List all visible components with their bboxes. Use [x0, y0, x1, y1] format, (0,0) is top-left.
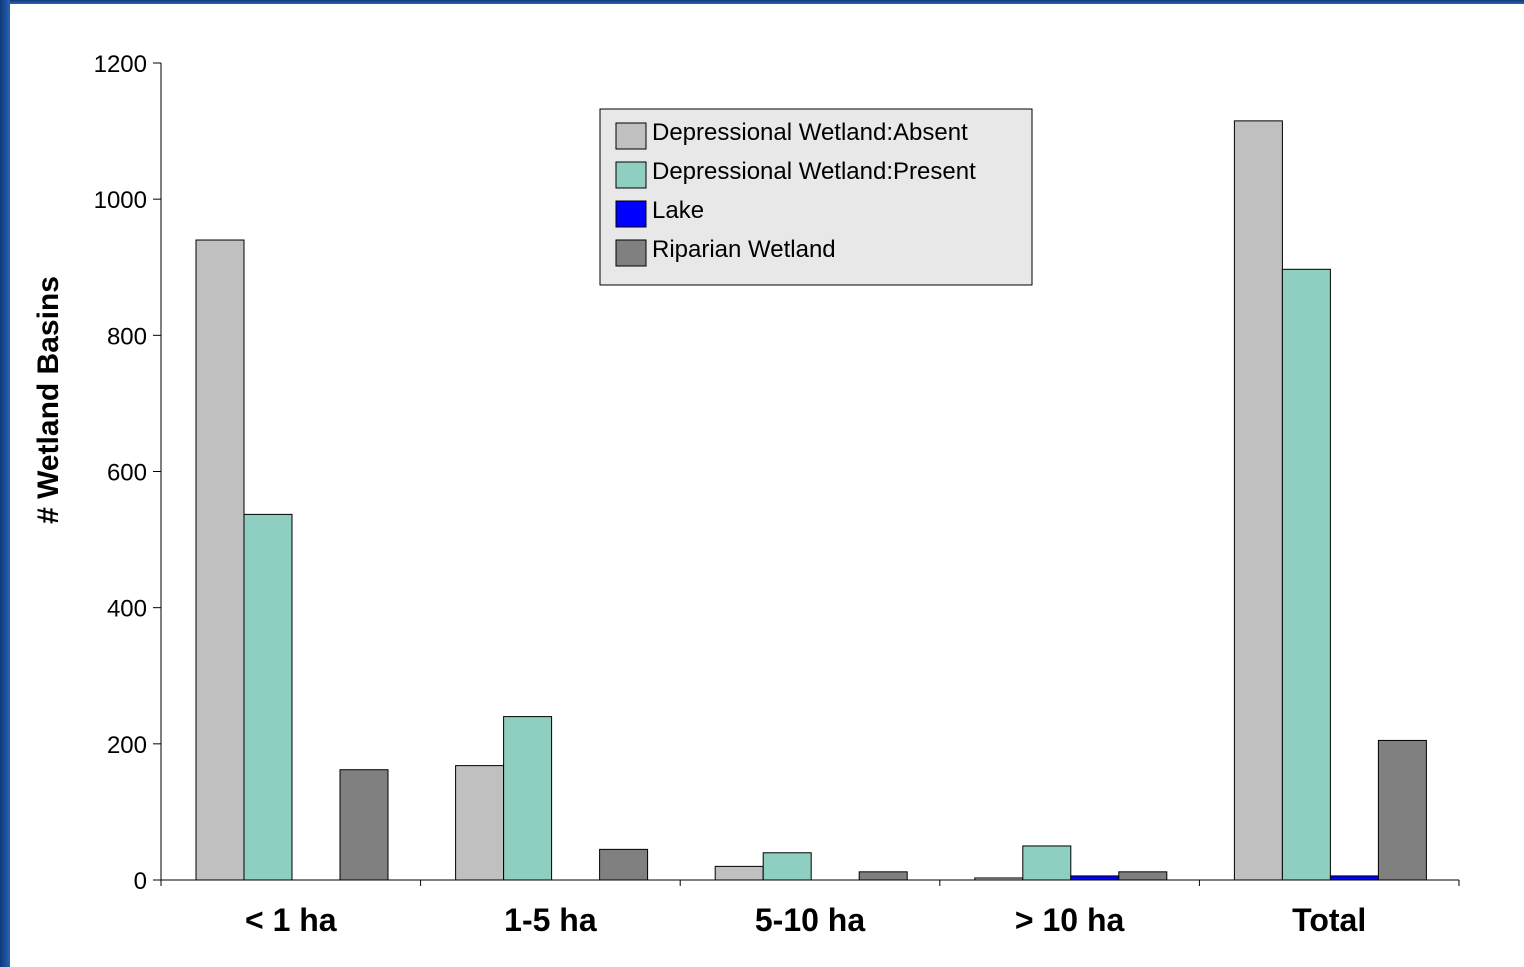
x-category-label: > 10 ha [1015, 902, 1125, 938]
legend: Depressional Wetland:Absent Depressional … [599, 108, 1033, 286]
bar [1377, 739, 1427, 881]
bar [243, 513, 293, 881]
legend-label: Depressional Wetland:Present [652, 158, 976, 185]
y-tick-label: 400 [107, 596, 147, 623]
y-tick-label: 600 [107, 460, 147, 487]
y-tick-label: 200 [107, 732, 147, 759]
bar [1022, 845, 1072, 881]
legend-swatch [615, 200, 647, 228]
bar [858, 871, 908, 881]
bar [762, 852, 812, 881]
bar [599, 848, 649, 881]
x-category-label: 1-5 ha [504, 902, 597, 938]
slide-top-border [0, 0, 1524, 4]
bar [195, 239, 245, 881]
y-tick-label: 1200 [94, 51, 147, 78]
legend-label: Riparian Wetland [652, 236, 836, 263]
legend-label: Depressional Wetland:Absent [652, 119, 968, 146]
y-tick-label: 1000 [94, 187, 147, 214]
bar [1281, 268, 1331, 881]
x-category-label: < 1 ha [245, 902, 337, 938]
y-tick-label: 0 [134, 868, 147, 895]
bar [974, 877, 1024, 881]
bars-group [195, 120, 1427, 881]
bar [1118, 871, 1168, 881]
x-category-label: 5-10 ha [755, 902, 865, 938]
legend-swatch [615, 239, 647, 267]
legend-box [599, 108, 1033, 286]
bar [1070, 875, 1120, 881]
tick-labels: 0 200 400 600 800 1000 1200 < 1 ha 1-5 ha 5-10 ha… [94, 51, 1367, 938]
bar [339, 769, 389, 881]
legend-swatch [615, 122, 647, 150]
x-category-label: Total [1292, 902, 1366, 938]
legend-label: Lake [652, 197, 704, 224]
y-axis-label: # Wetland Basins [32, 276, 65, 524]
bar [1233, 120, 1283, 881]
bar [503, 716, 553, 881]
legend-swatch [615, 161, 647, 189]
y-tick-label: 800 [107, 323, 147, 350]
bar [455, 765, 505, 881]
bar [1329, 875, 1379, 881]
slide-left-border [0, 0, 10, 967]
bar [714, 865, 764, 881]
